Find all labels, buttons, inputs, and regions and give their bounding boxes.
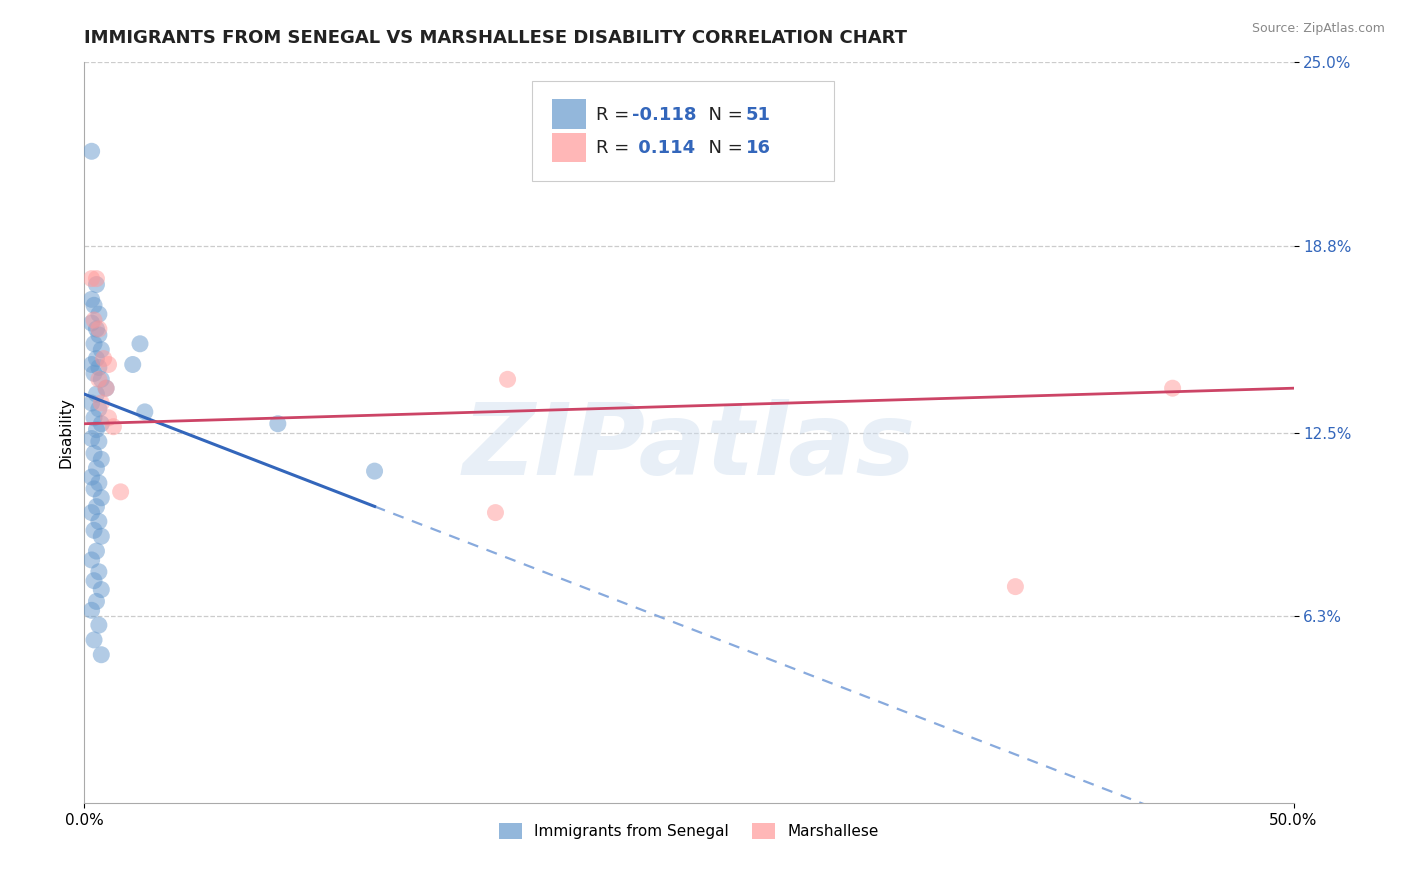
Point: [86, 594, 108, 608]
Point: [90, 529, 112, 543]
Point: [484, 506, 506, 520]
Point: [80, 293, 103, 307]
Text: 51: 51: [745, 106, 770, 124]
Text: 0.114: 0.114: [633, 138, 695, 157]
Point: [87, 322, 110, 336]
Point: [80, 145, 103, 159]
Text: R =: R =: [596, 106, 636, 124]
Point: [110, 484, 132, 499]
Point: [97, 410, 120, 425]
Text: IMMIGRANTS FROM SENEGAL VS MARSHALLESE DISABILITY CORRELATION CHART: IMMIGRANTS FROM SENEGAL VS MARSHALLESE D…: [84, 29, 907, 47]
FancyBboxPatch shape: [553, 99, 586, 129]
Point: [90, 343, 112, 357]
Point: [94, 381, 117, 395]
Point: [80, 603, 103, 617]
Point: [86, 271, 108, 285]
Point: [496, 372, 519, 386]
Point: [97, 358, 120, 372]
Point: [90, 417, 112, 431]
Point: [80, 506, 103, 520]
Point: [83, 367, 105, 381]
Point: [86, 351, 108, 366]
Point: [87, 372, 110, 386]
Point: [121, 358, 143, 372]
Point: [86, 544, 108, 558]
Point: [80, 396, 103, 410]
Point: [90, 648, 112, 662]
Point: [87, 434, 110, 449]
Point: [129, 336, 152, 351]
Text: -0.118: -0.118: [633, 106, 696, 124]
Text: N =: N =: [697, 138, 749, 157]
Point: [90, 396, 112, 410]
Point: [87, 307, 110, 321]
Point: [83, 574, 105, 588]
Point: [83, 446, 105, 460]
Point: [83, 298, 105, 312]
Point: [1004, 580, 1026, 594]
Point: [94, 381, 117, 395]
Point: [80, 271, 103, 285]
Point: [86, 277, 108, 292]
Point: [87, 401, 110, 416]
Y-axis label: Disability: Disability: [58, 397, 73, 468]
Legend: Immigrants from Senegal, Marshallese: Immigrants from Senegal, Marshallese: [492, 815, 886, 847]
Point: [83, 336, 105, 351]
Point: [267, 417, 290, 431]
Text: ZIPatlas: ZIPatlas: [463, 399, 915, 496]
FancyBboxPatch shape: [553, 133, 586, 162]
Point: [86, 500, 108, 514]
Point: [86, 387, 108, 401]
Point: [83, 482, 105, 496]
Point: [80, 316, 103, 330]
Point: [83, 410, 105, 425]
Point: [86, 423, 108, 437]
Point: [363, 464, 385, 478]
Point: [80, 432, 103, 446]
Point: [80, 358, 103, 372]
Point: [83, 524, 105, 538]
Point: [87, 618, 110, 632]
Text: Source: ZipAtlas.com: Source: ZipAtlas.com: [1251, 22, 1385, 36]
Point: [1161, 381, 1184, 395]
Point: [87, 327, 110, 342]
Point: [87, 515, 110, 529]
Point: [87, 565, 110, 579]
Point: [86, 322, 108, 336]
Point: [90, 582, 112, 597]
Point: [90, 452, 112, 467]
Point: [87, 360, 110, 375]
Point: [83, 313, 105, 327]
Point: [80, 553, 103, 567]
Text: N =: N =: [697, 106, 749, 124]
Point: [93, 351, 115, 366]
Point: [83, 632, 105, 647]
Point: [90, 491, 112, 505]
Point: [103, 419, 125, 434]
Text: R =: R =: [596, 138, 636, 157]
Point: [87, 475, 110, 490]
Point: [134, 405, 156, 419]
Point: [90, 372, 112, 386]
Point: [80, 470, 103, 484]
Point: [86, 461, 108, 475]
FancyBboxPatch shape: [531, 81, 834, 181]
Text: 16: 16: [745, 138, 770, 157]
